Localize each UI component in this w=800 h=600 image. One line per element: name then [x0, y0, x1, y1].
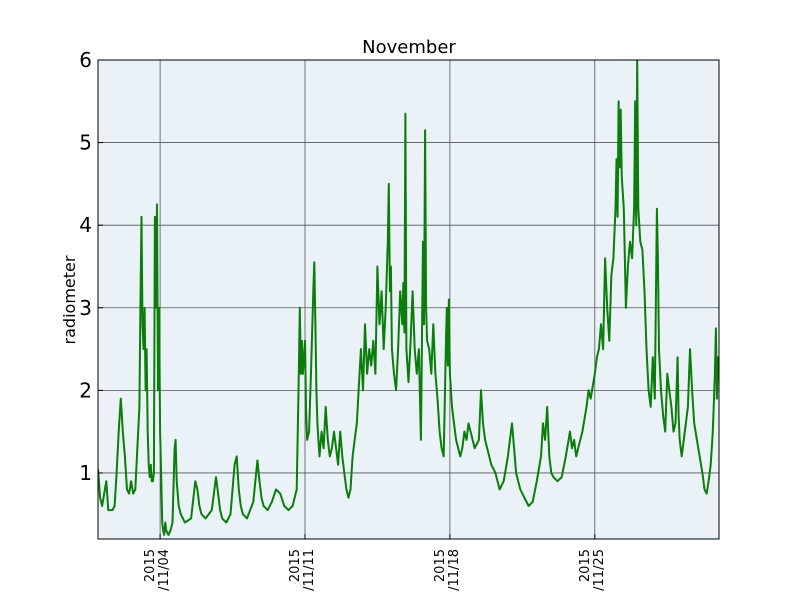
y-ticks: 1 2 3 4 5 6	[79, 48, 103, 485]
plot-background	[98, 60, 719, 539]
x-tick-label-year: 2015	[288, 549, 303, 582]
y-tick-label: 1	[79, 461, 92, 485]
plot-frame	[97, 59, 720, 540]
chart-title: November	[362, 37, 456, 58]
y-tick-label: 3	[79, 296, 92, 320]
x-tick-label-date: /11/25	[592, 549, 607, 591]
x-ticks: 2015/11/04 2015/11/11 2015/11/18 2015/11/25	[143, 534, 607, 591]
x-tick-label-year: 2015	[433, 549, 448, 582]
x-tick-label-date: /11/11	[302, 549, 317, 591]
x-tick-label-year: 2015	[578, 549, 593, 582]
series-line	[98, 60, 719, 536]
x-tick-label-date: /11/18	[447, 549, 462, 591]
y-tick-label: 6	[79, 48, 92, 72]
y-tick-label: 5	[79, 131, 92, 155]
y-tick-label: 4	[79, 213, 92, 237]
x-tick-label-date: /11/04	[157, 549, 172, 591]
series-layer	[98, 60, 719, 536]
y-tick-label: 2	[79, 378, 92, 402]
x-tick-label-year: 2015	[143, 549, 158, 582]
y-axis-label: radiometer	[60, 255, 79, 344]
